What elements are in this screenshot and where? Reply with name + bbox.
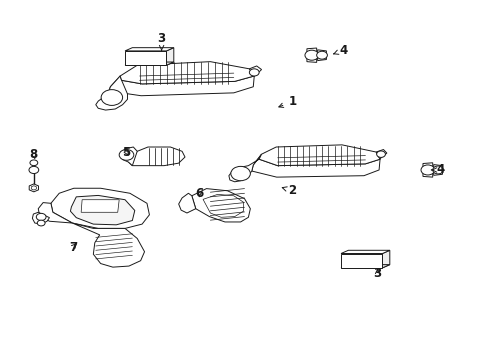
Polygon shape [72, 223, 144, 267]
Text: 7: 7 [69, 241, 77, 254]
Polygon shape [125, 48, 173, 51]
Text: 5: 5 [122, 145, 130, 158]
Polygon shape [166, 48, 173, 65]
Polygon shape [31, 186, 36, 190]
Circle shape [37, 220, 45, 226]
Polygon shape [306, 48, 316, 62]
Text: 6: 6 [195, 187, 203, 200]
Circle shape [432, 166, 443, 174]
Polygon shape [382, 250, 389, 268]
Polygon shape [120, 62, 254, 84]
Text: 8: 8 [30, 148, 38, 161]
Polygon shape [249, 66, 261, 76]
Text: 3: 3 [157, 32, 165, 50]
Polygon shape [70, 195, 135, 225]
Polygon shape [38, 203, 72, 223]
Circle shape [305, 50, 318, 60]
Circle shape [316, 51, 327, 59]
Polygon shape [251, 154, 379, 177]
Polygon shape [109, 76, 254, 96]
Text: 2: 2 [282, 184, 296, 197]
Circle shape [101, 90, 122, 105]
Text: 1: 1 [278, 95, 296, 108]
Polygon shape [81, 200, 119, 212]
Polygon shape [317, 50, 326, 60]
Polygon shape [433, 165, 442, 175]
Polygon shape [120, 147, 137, 166]
Polygon shape [178, 193, 195, 213]
Polygon shape [29, 184, 39, 192]
Circle shape [36, 213, 46, 221]
Polygon shape [340, 253, 382, 268]
Polygon shape [191, 189, 250, 222]
Text: 3: 3 [373, 267, 381, 280]
Polygon shape [340, 265, 389, 268]
Circle shape [376, 151, 385, 157]
Circle shape [230, 166, 250, 181]
Circle shape [30, 160, 38, 166]
Polygon shape [32, 212, 49, 224]
Polygon shape [259, 145, 379, 166]
Polygon shape [128, 147, 184, 166]
Polygon shape [125, 51, 166, 65]
Circle shape [29, 166, 39, 174]
Text: 4: 4 [333, 44, 347, 57]
Circle shape [420, 165, 434, 175]
Circle shape [119, 149, 134, 160]
Circle shape [249, 69, 259, 76]
Polygon shape [422, 163, 432, 177]
Polygon shape [375, 149, 386, 159]
Polygon shape [340, 250, 389, 253]
Polygon shape [51, 188, 149, 228]
Polygon shape [125, 62, 173, 65]
Polygon shape [228, 154, 261, 182]
Polygon shape [96, 76, 127, 110]
Text: 4: 4 [430, 163, 444, 176]
